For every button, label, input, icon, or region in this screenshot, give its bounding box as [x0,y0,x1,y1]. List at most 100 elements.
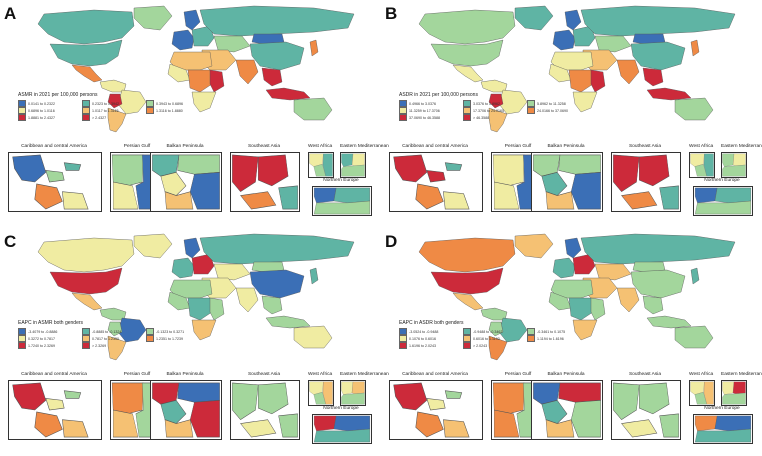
legend-label: -0.8885 to -0.1324 [92,329,122,334]
region-indonesia [646,315,692,329]
region-africa-c [187,69,213,93]
inset-balkan: Balkan Peninsula [150,372,222,440]
legend-swatch [18,114,26,121]
legend-label: 17.3706 to 24.0165 [473,108,504,113]
legend-swatch [82,107,90,114]
inset-westafrica: West Africa [308,144,334,178]
inset-region [722,381,735,395]
legend-swatch [18,342,26,349]
inset-map [721,152,747,178]
legend-label: -3.0524 to -0.9488 [409,329,439,334]
legend-swatch [146,107,154,114]
world-map [37,5,355,133]
region-na [430,39,504,67]
legend-label: -3.4079 to -0.8886 [28,329,58,334]
legend-item: -0.1323 to 0.3271 [146,328,208,335]
inset-region [694,200,752,215]
region-africa-w [167,63,191,83]
inset-region [659,413,679,438]
inset-region [34,411,63,438]
inset-region [545,419,575,438]
inset-region [444,390,463,399]
inset-region [694,187,718,204]
region-centralasia [594,35,632,53]
legend-label: > 2.0243 [473,343,488,348]
region-sa-s [488,107,508,133]
inset-map [312,414,372,444]
legend-item: 17.3706 to 24.0165 [463,107,525,114]
region-russia [199,5,355,37]
inset-eastmed: Eastern Mediterranean [721,144,762,178]
legend-item: 1.8881 to 2.4327 [18,114,80,121]
legend-label: 0.3943 to 0.6896 [156,101,183,106]
legend-label: 0.7817 to 1.2350 [92,336,119,341]
inset-region [722,392,746,405]
region-africa-e [209,69,225,93]
inset-title: Persian Gulf [504,372,532,377]
inset-region [257,154,289,187]
region-australia [293,97,333,121]
inset-map [721,380,747,406]
inset-region [63,162,82,171]
region-sa-s [488,335,508,361]
legend-item: 1.6196 to 2.0243 [399,342,461,349]
inset-map [689,380,715,406]
inset-region [415,411,444,438]
legend-item: 1.7240 to 2.3269 [18,342,80,349]
inset-map [689,152,715,178]
legend-label: 37.0690 to 46.3588 [409,115,440,120]
legend-item: -0.9488 to -0.3462 [463,328,525,335]
region-africa-e [209,297,225,321]
inset-region [621,419,658,438]
region-greenland [133,233,173,259]
inset-map [340,380,366,406]
legend-swatch [18,335,26,342]
inset-eastmed: Eastern Mediterranean [340,372,389,406]
region-scand [183,9,201,31]
inset-region [444,162,463,171]
inset-region [426,398,446,411]
inset-eastmed: Eastern Mediterranean [340,144,389,178]
legend-swatch [18,107,26,114]
inset-region [492,154,525,187]
region-japan [309,267,319,285]
legend-item: -0.8885 to -0.1324 [82,328,144,335]
legend-item: -0.3461 to 0.1075 [527,328,589,335]
legend-title: EAPC in ASDR both genders [399,320,464,326]
region-japan [309,39,319,57]
region-canada [418,237,516,273]
region-russia [199,233,355,265]
legend-item: 0.1076 to 0.6016 [399,335,461,342]
inset-region [313,200,371,215]
inset-region [12,382,47,411]
inset-region [638,382,670,415]
inset-region [164,419,194,438]
legend-label: 0.6896 to 1.0116 [28,108,55,113]
inset-region [111,154,144,187]
inset-region [322,381,333,405]
inset-region [232,154,259,193]
legend-item: 1.3116 to 1.8880 [146,107,208,114]
legend-swatch [18,328,26,335]
map-legend: EAPC in ASDR both genders -3.0524 to -0.9… [399,320,589,349]
panel-c: C EAPC in ASMR both genders -3.4079 to -0.… [0,228,389,456]
inset-title: Southeast Asia [628,144,661,149]
inset-region [232,382,259,421]
inset-region [177,382,220,403]
inset-balkan: Balkan Peninsula [531,372,603,440]
legend-item: 0.3943 to 0.6896 [146,100,208,107]
region-africa-c [568,69,594,93]
legend-swatch [527,107,535,114]
inset-seasia: Southeast Asia [230,144,300,212]
map-legend: ASMR in 2021 per 100,000 persons 0.0141 t… [18,92,208,121]
inset-region [443,191,470,210]
inset-region [112,181,139,210]
legend-item: 0.3272 to 0.7817 [18,335,80,342]
inset-eastmed: Eastern Mediterranean [721,372,762,406]
legend-swatch [82,342,90,349]
inset-region [638,154,670,187]
inset-westafrica: West Africa [689,372,715,406]
inset-map [340,152,366,178]
inset-caribbean: Caribbean and central America [389,144,483,212]
legend-title: ASDR in 2021 per 100,000 persons [399,92,478,98]
